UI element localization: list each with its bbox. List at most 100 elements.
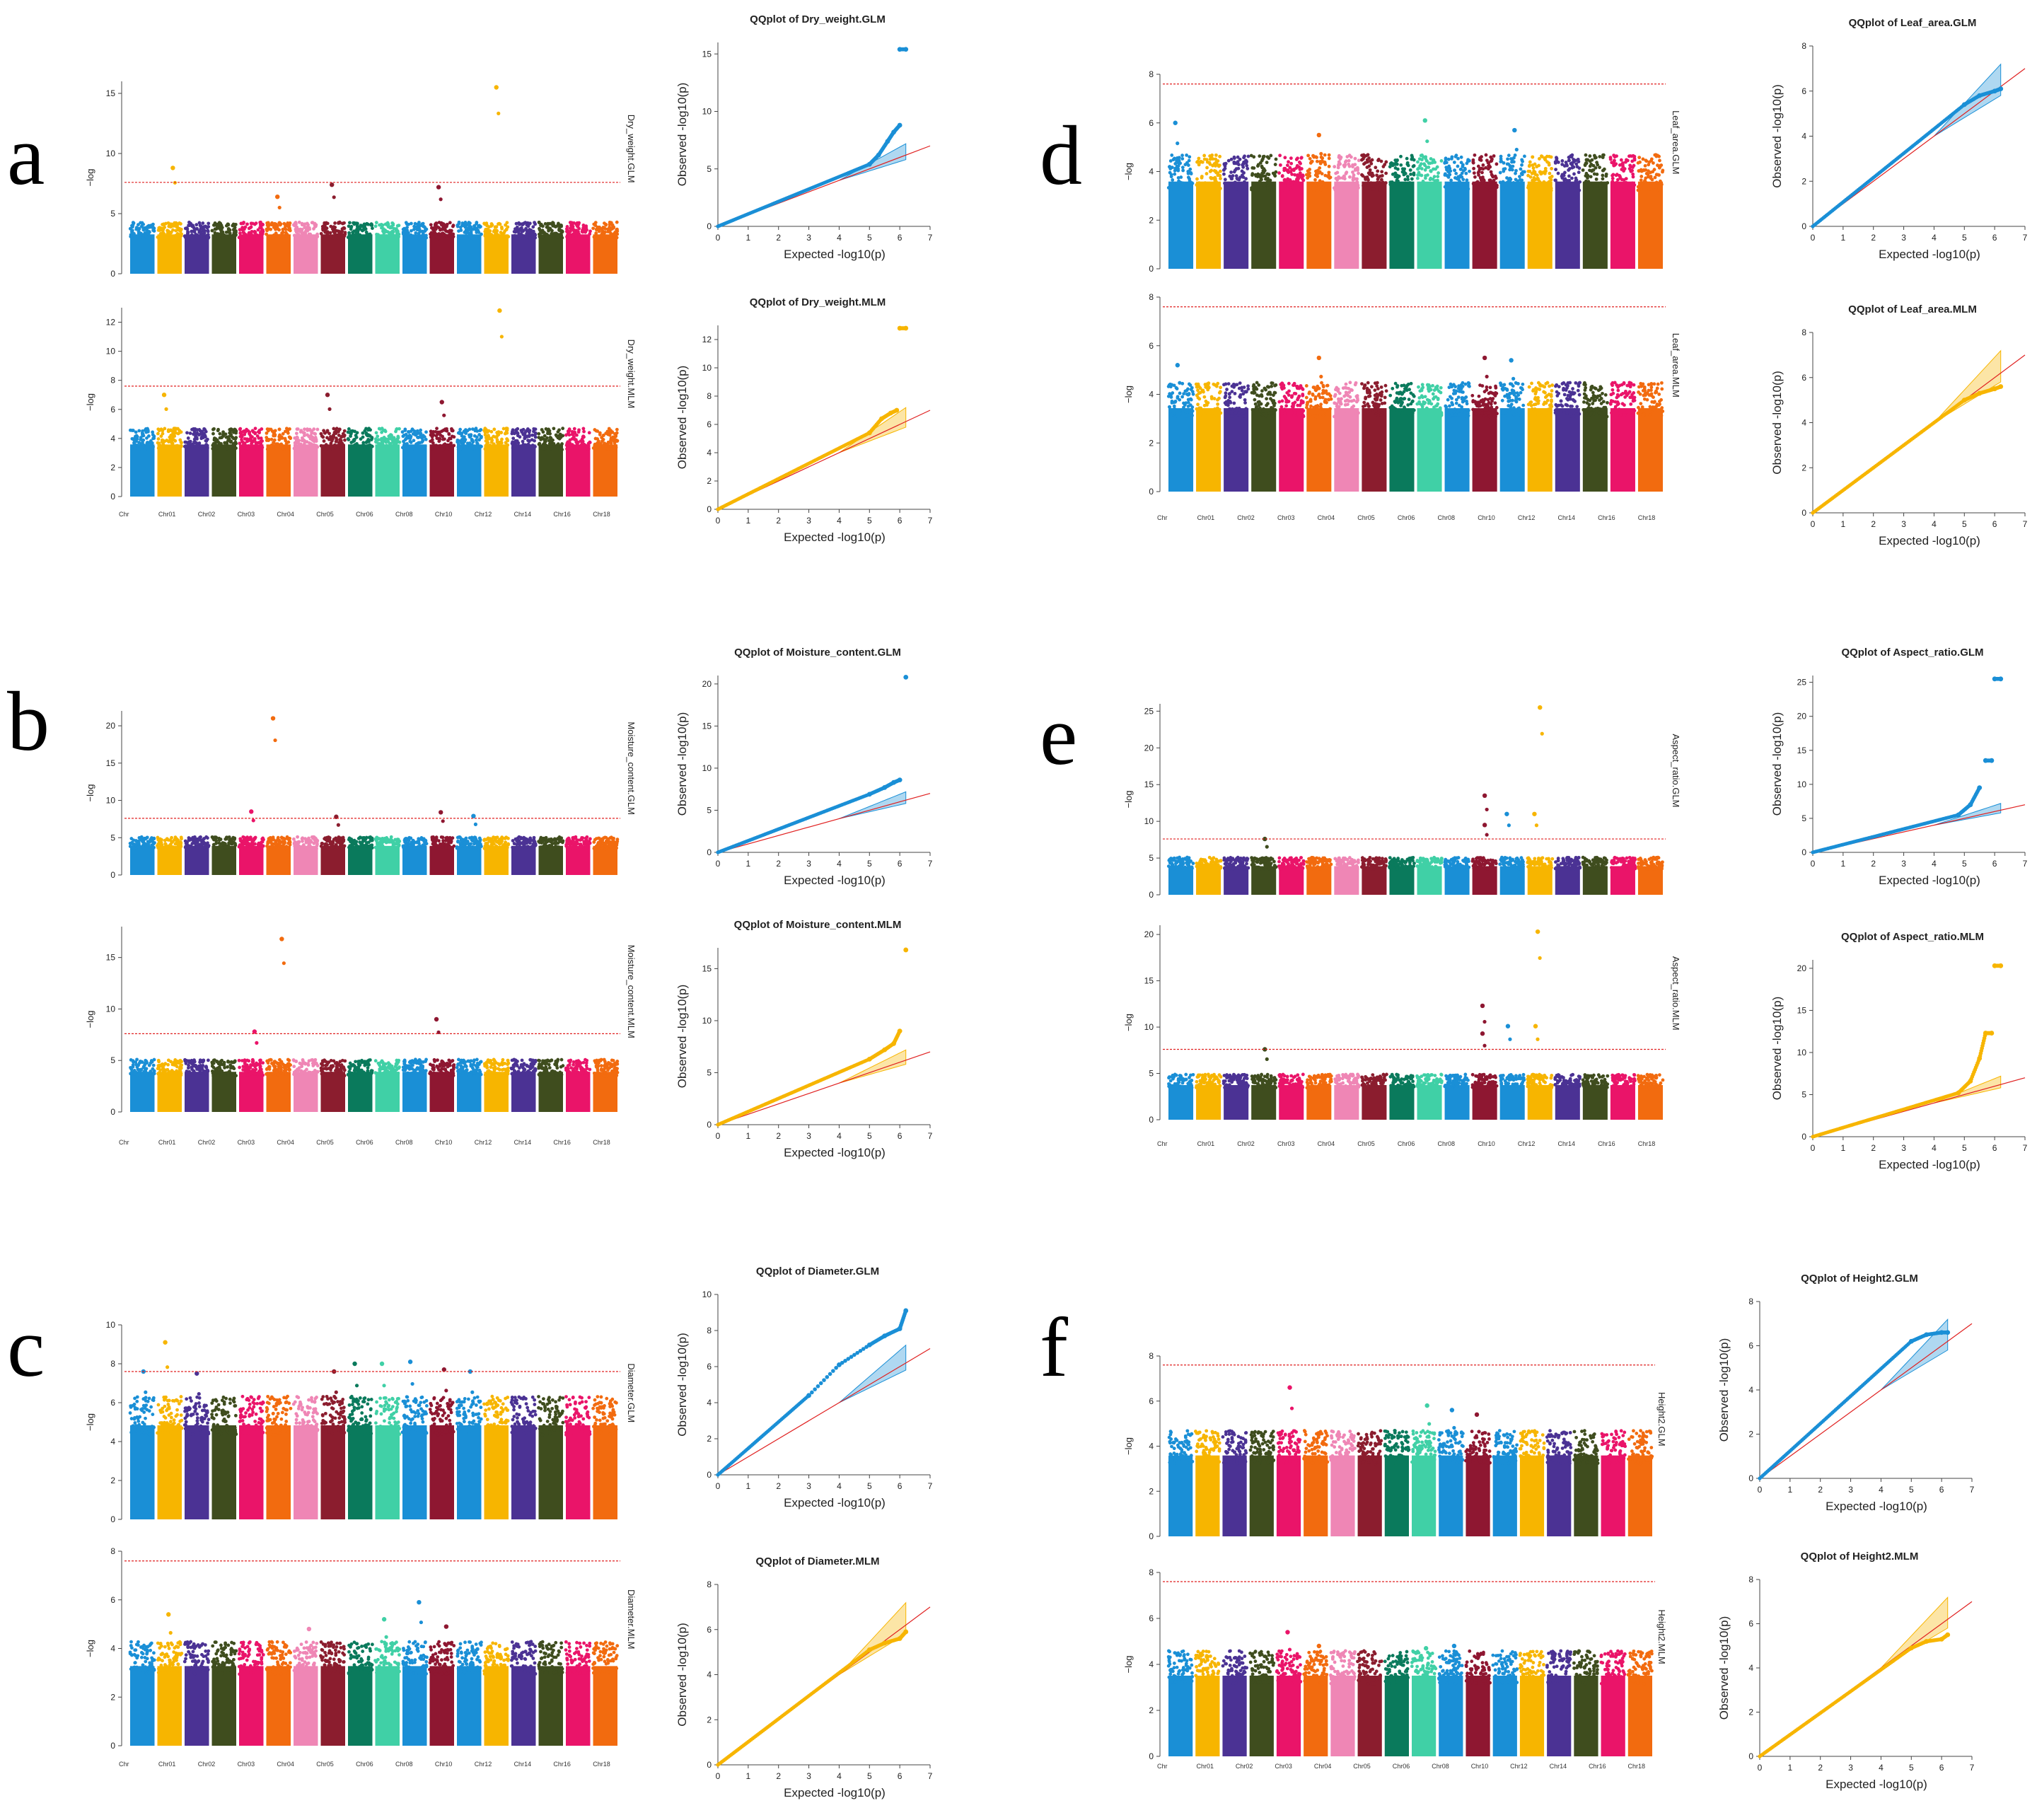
snp-point [514,221,518,226]
snp-density-band [538,444,563,497]
chromosome-1-points [128,221,156,274]
snp-point [370,846,374,850]
snp-point [297,220,301,224]
snp-point [147,233,151,237]
snp-point [199,231,203,235]
chromosome-label: Chr10 [435,511,453,518]
snp-density-band [511,845,536,875]
snp-point [137,836,141,840]
snp-point [462,222,466,226]
chromosome-9-points [346,427,374,497]
snp-point [175,232,180,236]
snp-point [340,233,344,237]
snp-point [561,427,565,431]
snp-point [272,1069,276,1072]
snp-point [212,846,216,850]
snp-point [255,233,259,237]
snp-point [499,837,503,840]
chromosome-15-points [511,835,538,875]
snp-point [241,1067,245,1072]
snp-point [598,842,602,846]
snp-point [238,1065,242,1070]
snp-point [470,427,475,431]
snp-point [480,845,483,848]
snp-point [270,222,274,226]
snp-point [375,232,378,236]
snp-density-band [157,234,182,274]
snp-point [225,835,228,840]
snp-point [578,446,582,449]
snp-point [549,444,553,448]
snp-point [202,837,206,841]
snp-point [376,434,380,439]
snp-point [162,1070,166,1074]
snp-point [350,846,354,850]
snp-point [190,229,195,233]
snp-point [281,1062,285,1066]
chromosome-8-points [319,835,347,875]
snp-point [385,447,390,451]
snp-point [188,844,192,848]
y-tick-label: 0 [110,492,115,502]
chromosome-label: Chr01 [158,511,176,518]
snp-point [228,236,231,239]
chromosome-label: Chr08 [395,511,413,518]
snp-point [313,235,318,239]
snp-point [259,1058,262,1062]
snp-point [359,236,362,240]
snp-point [458,427,463,431]
snp-point [405,228,410,233]
snp-point [469,232,473,236]
snp-point [156,1072,161,1076]
snp-point [282,446,285,451]
snp-point [459,841,463,845]
chromosome-10-points [373,221,401,274]
chromosome-14-points [482,427,510,497]
snp-point [328,840,332,844]
snp-point [364,841,368,845]
y-tick-label: 15 [106,953,116,963]
snp-point [608,836,612,840]
snp-point [567,433,571,437]
snp-point [446,839,451,843]
snp-point [160,235,164,239]
chromosome-label: Chr05 [316,511,334,518]
snp-point [594,231,598,235]
snp-point [395,227,398,231]
snp-point [278,433,282,437]
snp-point [320,1072,324,1076]
snp-point [361,435,365,439]
snp-density-band [211,1072,236,1112]
snp-point [582,442,586,446]
snp-point [375,835,379,840]
snp-point [303,222,307,226]
snp-point [166,231,170,235]
snp-density-band [457,444,482,497]
snp-density-band [320,444,345,497]
snp-point [281,231,284,235]
snp-point [272,233,276,237]
snp-point [511,428,515,432]
snp-density-band [538,234,563,274]
snp-point [537,442,541,446]
snp-point [240,430,244,434]
snp-point [234,436,238,440]
snp-point [151,222,155,226]
snp-point [139,437,143,441]
snp-point [320,1063,325,1067]
snp-density-band [348,444,373,497]
snp-point [414,447,417,451]
snp-point [609,429,613,433]
snp-point [497,233,501,238]
snp-point [547,228,551,233]
snp-point [232,231,236,235]
snp-point [597,439,600,444]
chromosome-4-points [210,835,238,875]
snp-point [129,1072,133,1076]
snp-point [322,439,326,443]
snp-point [211,441,216,446]
snp-point [226,230,230,234]
snp-point [525,837,529,841]
snp-point [353,443,357,447]
snp-point [528,840,532,844]
